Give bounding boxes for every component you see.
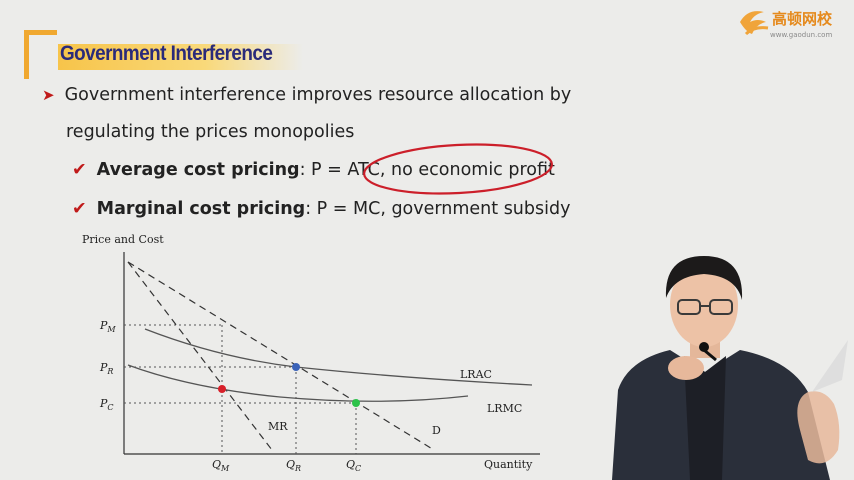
marginal-revenue-curve xyxy=(127,261,273,451)
lecturer-figure xyxy=(612,256,848,480)
title-corner-bracket xyxy=(24,30,57,79)
bullet-main-line1: Government interference improves resourc… xyxy=(64,85,572,105)
slide-title: Government Interference xyxy=(60,42,273,65)
brand-logo: 高顿网校 www.gaodun.com xyxy=(736,4,846,44)
check-icon: ✔ xyxy=(72,160,87,180)
monopoly-pricing-diagram: Price and Cost Quantity PM PR PC xyxy=(82,233,540,473)
bullet-main: ➤ Government interference improves resour… xyxy=(42,85,571,105)
quantity-label-qr: QR xyxy=(286,458,301,473)
price-label-pr: PR xyxy=(99,361,113,376)
logo-url: www.gaodun.com xyxy=(770,31,833,39)
lrac-curve xyxy=(144,328,533,386)
quantity-label-qm: QM xyxy=(212,458,230,473)
annotation-ellipse xyxy=(363,143,553,195)
lrac-label: LRAC xyxy=(460,368,492,381)
sub2-label: Marginal cost pricing xyxy=(96,199,306,219)
reference-lines xyxy=(124,324,357,454)
quantity-label-qc: QC xyxy=(346,458,361,473)
price-label-pm: PM xyxy=(99,319,116,334)
logo-name: 高顿网校 xyxy=(772,10,833,28)
demand-label: D xyxy=(432,424,441,437)
average-cost-pricing-point xyxy=(292,363,300,371)
marginal-cost-pricing-point xyxy=(352,399,360,407)
sub2-text: : P = MC, government subsidy xyxy=(305,199,571,219)
title-highlight-bar xyxy=(58,44,303,70)
lrmc-label: LRMC xyxy=(487,402,522,415)
check-icon: ✔ xyxy=(72,199,87,219)
y-axis-label: Price and Cost xyxy=(82,233,164,246)
bullet-main-line2: regulating the prices monopolies xyxy=(66,122,355,142)
sub1-label: Average cost pricing xyxy=(96,160,300,180)
arrow-bullet-icon: ➤ xyxy=(42,86,55,104)
logo-mark-icon xyxy=(740,11,769,36)
mr-label: MR xyxy=(268,420,288,433)
monopoly-point xyxy=(218,385,226,393)
x-axis-label: Quantity xyxy=(484,458,533,471)
price-label-pc: PC xyxy=(99,397,114,412)
bullet-sub-marginal-cost: ✔ Marginal cost pricing: P = MC, governme… xyxy=(72,199,570,219)
lrmc-curve xyxy=(127,364,469,402)
